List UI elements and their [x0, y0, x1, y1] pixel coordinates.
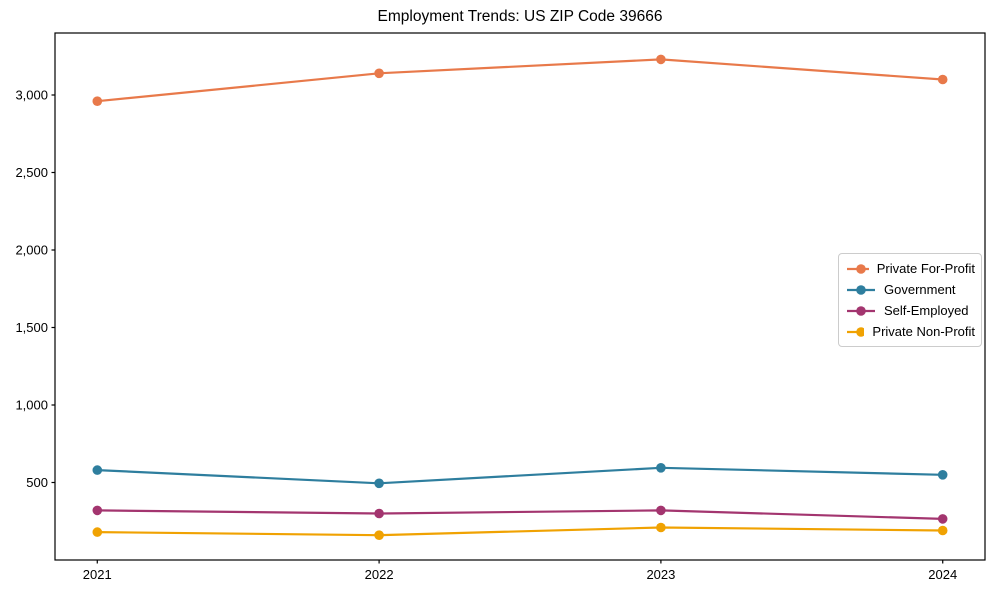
- legend-marker-icon: [856, 284, 866, 295]
- legend-swatch-self-employed: [847, 305, 875, 316]
- legend-swatch-government: [847, 284, 875, 295]
- data-point-private-for-profit: [374, 68, 384, 79]
- legend-label: Government: [884, 282, 956, 297]
- legend-item-self-employed: Self-Employed: [846, 300, 975, 321]
- data-point-self-employed: [656, 505, 666, 516]
- legend: Private For-Profit Government Self-Employe…: [838, 253, 982, 347]
- y-tick-label: 1,500: [15, 320, 48, 335]
- series-line-private-non-profit: [97, 526, 943, 537]
- data-point-government: [374, 478, 384, 489]
- series-line-private-for-profit: [97, 58, 943, 103]
- plot-frame: [54, 32, 986, 561]
- series-line-self-employed: [97, 509, 943, 520]
- data-point-government: [92, 465, 103, 475]
- data-point-private-for-profit: [92, 96, 103, 106]
- data-point-private-non-profit: [374, 530, 384, 540]
- data-point-private-for-profit: [937, 74, 948, 85]
- series-line-government: [97, 466, 943, 485]
- data-point-self-employed: [374, 508, 384, 519]
- y-tick-label: 1,000: [15, 398, 48, 413]
- legend-item-government: Government: [846, 279, 975, 300]
- legend-label: Self-Employed: [884, 303, 969, 318]
- legend-label: Private Non-Profit: [872, 324, 975, 339]
- x-tick-label: 2021: [83, 567, 112, 582]
- legend-marker-icon: [856, 305, 866, 316]
- data-point-self-employed: [937, 514, 948, 524]
- chart-title: Employment Trends: US ZIP Code 39666: [377, 8, 663, 25]
- data-point-private-non-profit: [656, 522, 666, 533]
- data-point-private-non-profit: [937, 525, 948, 536]
- legend-swatch-private-non-profit: [847, 326, 865, 337]
- y-tick-label: 2,000: [15, 243, 48, 258]
- legend-marker-icon: [856, 263, 866, 274]
- data-point-private-for-profit: [656, 54, 666, 65]
- data-point-self-employed: [92, 505, 103, 516]
- legend-item-private-non-profit: Private Non-Profit: [846, 321, 975, 342]
- x-tick-label: 2024: [928, 567, 957, 582]
- y-tick-label: 3,000: [15, 88, 48, 103]
- x-tick-label: 2023: [646, 567, 675, 582]
- legend-marker-icon: [856, 326, 865, 337]
- data-point-government: [656, 463, 666, 473]
- legend-swatch-private-for-profit: [847, 263, 869, 274]
- legend-item-private-for-profit: Private For-Profit: [846, 258, 975, 279]
- data-point-private-non-profit: [92, 527, 103, 537]
- legend-label: Private For-Profit: [876, 261, 975, 276]
- y-tick-label: 2,500: [15, 165, 48, 180]
- x-tick-label: 2022: [365, 567, 394, 582]
- y-tick-label: 500: [26, 475, 48, 490]
- data-point-government: [937, 470, 948, 480]
